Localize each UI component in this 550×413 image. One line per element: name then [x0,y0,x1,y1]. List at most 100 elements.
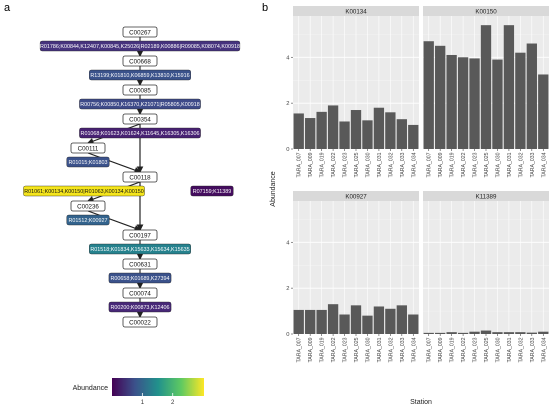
bar-K11389-TARA_031 [503,332,515,334]
compound-box [122,258,158,270]
compound-label: C00118 [129,175,151,182]
reaction-node-3: R01068;K01623,K01624,K11645,K16305,K1630… [79,127,201,139]
reaction-box [79,98,201,110]
y-tick-label: 4 [286,240,290,246]
reaction-box [108,272,172,284]
compound-label: C00236 [77,204,99,211]
x-tick-label: TARA_019 [320,152,326,177]
bar-K00134-TARA_023 [339,121,350,149]
x-tick-label: TARA_023 [473,152,479,177]
reaction-node-10: R00200;K00873,K12406 [108,301,172,313]
bar-K00134-TARA_031 [373,107,385,149]
x-tick-label: TARA_009 [438,152,444,177]
bar-K11389-TARA_022 [457,332,469,334]
bar-K00927-TARA_034 [408,314,419,334]
x-tick-label: TARA_033 [530,337,536,362]
compound-label: C00074 [129,291,151,298]
panel-label-b: b [262,2,268,14]
x-tick-label: TARA_009 [308,152,314,177]
x-tick-label: TARA_034 [411,152,417,177]
reaction-node-6: R07159;K11389 [190,185,234,197]
y-axis-title: Abundance [270,171,277,207]
x-tick-label: TARA_031 [377,152,383,177]
facet-K00927: K00927 0 2 4 TARA_007 TARA_009 TARA_019 TARA_02… [286,191,419,363]
x-tick-label: TARA_034 [541,337,547,362]
facet-strip-label: K00150 [475,9,497,16]
bar-K00150-TARA_033 [526,43,537,149]
compound-box [122,171,158,183]
reaction-node-5: R01061;K00134,K00150|R01063,K00134,K0015… [23,185,145,197]
reaction-box [66,214,110,226]
facet-strip-label: K11389 [476,194,497,201]
x-tick-label: TARA_033 [400,337,406,362]
reaction-label: R01061;K00134,K00150|R01063,K00134,K0015… [24,189,144,195]
x-tick-label: TARA_031 [507,152,513,177]
x-tick-label: TARA_032 [388,337,394,362]
bar-K00150-TARA_031 [503,25,515,150]
reaction-label: R01512;K00927 [69,218,108,224]
reaction-label: R00200;K00873,K12406 [110,305,169,311]
x-tick-label: TARA_032 [518,337,524,362]
facet-K00150: K00150 TARA_007 TARA_009 TARA_019 TARA_022 TA… [423,6,549,178]
x-tick-label: TARA_034 [411,337,417,362]
facet-K00134: K00134 0 2 4 TARA_007 TARA_009 TARA_019 TARA_02… [286,6,419,178]
bar-K00134-TARA_030 [362,120,373,149]
x-tick-label: TARA_031 [377,337,383,362]
x-tick-label: TARA_030 [365,337,371,362]
facet-strip-label: K00927 [345,194,367,201]
compound-label: C00354 [129,117,151,124]
x-tick-label: TARA_031 [507,337,513,362]
x-tick-label: TARA_030 [495,337,501,362]
panel-label-a: a [4,2,11,14]
bar-K00134-TARA_032 [385,112,396,149]
compound-box [70,142,106,154]
reaction-label: R00658;K01689,K27394 [110,276,169,282]
bar-K00150-TARA_007 [423,41,434,149]
bar-K00150-TARA_032 [515,52,526,150]
x-tick-label: TARA_022 [331,337,337,362]
bar-K00927-TARA_025 [350,305,362,334]
x-tick-label: TARA_030 [365,152,371,177]
compound-box [122,26,158,38]
x-tick-label: TARA_030 [495,152,501,177]
legend-title: Abundance [73,385,109,392]
x-tick-label: TARA_009 [438,337,444,362]
bar-K00150-TARA_025 [480,25,492,150]
bar-K00150-TARA_034 [538,74,549,149]
x-tick-label: TARA_033 [530,152,536,177]
compound-node-C00118: C00118 [122,171,158,183]
bar-K00927-TARA_007 [293,309,304,334]
compound-label: C00085 [129,88,151,95]
reaction-box [89,69,191,81]
reaction-node-9: R00658;K01689,K27394 [108,272,172,284]
pathway-arrow-8 [87,210,142,232]
reaction-box [66,156,110,168]
compound-label: C00111 [78,146,99,153]
x-tick-label: TARA_023 [473,337,479,362]
bar-K00927-TARA_031 [373,306,385,334]
compound-label: C00668 [129,59,151,66]
reaction-box [39,40,241,52]
bar-K00150-TARA_030 [492,59,503,149]
reaction-box [89,243,191,255]
compound-box [122,287,158,299]
bar-K00927-TARA_032 [385,308,396,334]
compound-node-C00085: C00085 [122,84,158,96]
reaction-node-2: R00756;K00850,K16370,K21071|R05805,K0091… [79,98,201,110]
reaction-box [23,185,145,197]
bar-K11389-TARA_034 [538,331,549,334]
x-tick-label: TARA_007 [427,337,433,362]
x-tick-label: TARA_034 [541,152,547,177]
legend-colorbar [112,378,204,396]
compound-node-C00668: C00668 [122,55,158,67]
x-tick-label: TARA_022 [331,152,337,177]
bar-K00134-TARA_007 [293,113,304,149]
reaction-label: R01015;K01803 [69,160,108,166]
x-tick-label: TARA_007 [297,152,303,177]
bar-K00927-TARA_033 [396,305,407,334]
y-tick-label: 2 [286,286,289,292]
compound-box [122,316,158,328]
y-tick-label: 2 [286,101,289,107]
reaction-label: R00756;K00850,K16370,K21071|R05805,K0091… [80,102,200,108]
